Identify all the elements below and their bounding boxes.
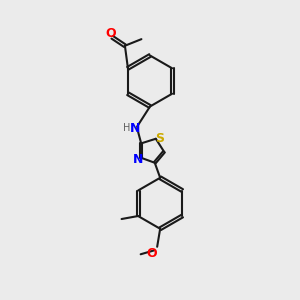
Text: N: N [130, 122, 140, 135]
Text: O: O [146, 247, 157, 260]
Text: N: N [132, 153, 143, 166]
Text: H: H [123, 123, 130, 133]
Text: S: S [155, 132, 164, 145]
Text: O: O [106, 27, 116, 40]
